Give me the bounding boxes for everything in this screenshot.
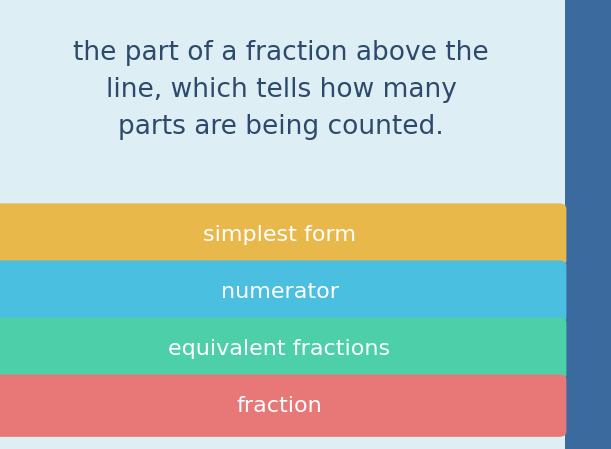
Text: fraction: fraction [236,396,323,416]
FancyBboxPatch shape [0,317,566,380]
Text: numerator: numerator [221,282,338,302]
Text: the part of a fraction above the
line, which tells how many
parts are being coun: the part of a fraction above the line, w… [73,40,489,140]
FancyBboxPatch shape [0,374,566,437]
Text: simplest form: simplest form [203,224,356,245]
Bar [565,0,611,449]
Text: equivalent fractions: equivalent fractions [169,339,390,359]
FancyBboxPatch shape [0,203,566,266]
FancyBboxPatch shape [0,260,566,323]
